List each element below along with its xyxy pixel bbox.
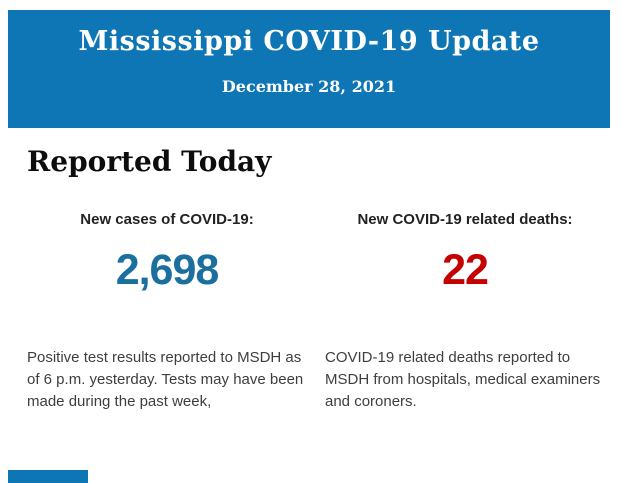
- newsletter-date: December 28, 2021: [221, 77, 397, 96]
- newsletter-title: Mississippi COVID-19 Update: [78, 26, 540, 57]
- stat-new-deaths: New COVID-19 related deaths: 22 COVID-19…: [325, 212, 605, 413]
- header-banner: Mississippi COVID-19 Update December 28,…: [8, 10, 610, 128]
- stat-new-cases: New cases of COVID-19: 2,698 Positive te…: [27, 212, 307, 413]
- new-cases-value: 2,698: [115, 246, 220, 294]
- section-heading: Reported Today: [27, 145, 272, 178]
- stats-row: New cases of COVID-19: 2,698 Positive te…: [0, 212, 620, 413]
- new-cases-label: New cases of COVID-19:: [80, 211, 254, 228]
- new-deaths-label: New COVID-19 related deaths:: [357, 211, 573, 228]
- next-section-banner-partial: [8, 470, 88, 483]
- new-deaths-description: COVID-19 related deaths reported to MSDH…: [325, 349, 601, 410]
- new-cases-description: Positive test results reported to MSDH a…: [27, 349, 304, 410]
- new-deaths-value: 22: [442, 246, 489, 294]
